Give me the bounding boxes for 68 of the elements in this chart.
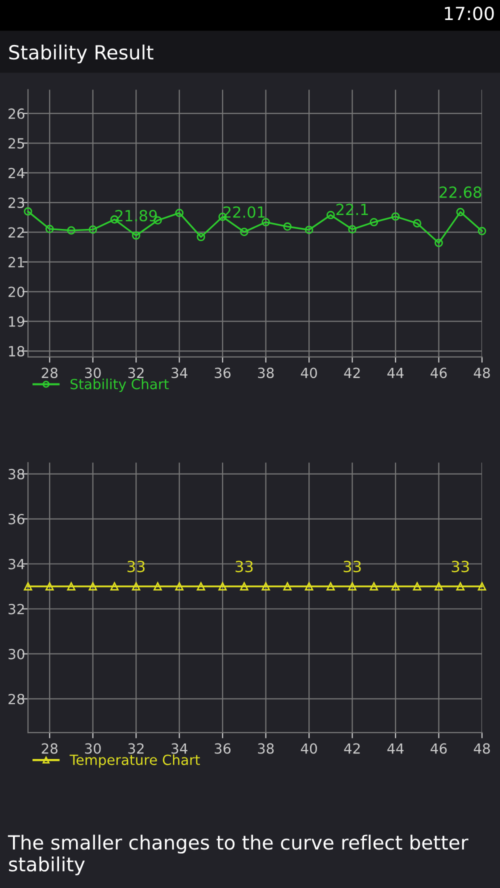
point (283, 222, 292, 231)
x-tick-label: 40 (300, 368, 317, 378)
point (88, 225, 98, 234)
point (412, 219, 422, 228)
y-tick-label: 19 (9, 316, 24, 327)
x-tick-label: 48 (474, 368, 490, 378)
y-tick-label: 32 (8, 604, 24, 614)
x-tick-label: 42 (344, 368, 360, 378)
point (45, 224, 54, 234)
y-tick-label: 34 (8, 558, 24, 570)
point (196, 232, 206, 242)
x-tick-label: 42 (344, 743, 360, 754)
y-tick-label: 18 (9, 346, 24, 357)
chart-title: Stability Result (9, 44, 154, 64)
x-tick-label: 28 (42, 368, 58, 378)
x-tick-label: 36 (214, 368, 231, 378)
data-label: 33 (128, 560, 145, 572)
y-tick-label: 25 (8, 138, 24, 149)
y-tick-label: 23 (8, 198, 24, 208)
data-label: 33 (452, 560, 469, 572)
data-label: 22.68 (440, 186, 482, 198)
x-tick-label: 44 (387, 368, 404, 378)
data-label: 22.1 (336, 204, 368, 215)
point (132, 231, 140, 240)
x-tick-label: 44 (387, 743, 404, 754)
point (434, 238, 443, 248)
x-tick-label: 38 (258, 743, 274, 754)
x-tick-label: 32 (128, 368, 144, 378)
y-tick-label: 38 (8, 468, 24, 480)
data-label: 33 (236, 560, 253, 572)
x-tick-label: 28 (42, 743, 58, 754)
x-tick-label: 32 (128, 743, 144, 754)
point (240, 228, 248, 236)
point (391, 212, 400, 221)
point (478, 226, 486, 236)
y-tick-label: 20 (8, 286, 24, 298)
x-tick-label: 36 (214, 743, 231, 754)
data-label: 22.01 (223, 206, 265, 218)
x-tick-label: 30 (85, 368, 101, 378)
x-tick-label: 48 (474, 743, 490, 754)
y-tick-label: 22 (8, 227, 24, 238)
x-tick-label: 40 (300, 743, 317, 754)
x-tick-label: 34 (172, 743, 188, 754)
text: 17:00 (444, 6, 494, 20)
point (175, 208, 184, 218)
point (262, 218, 270, 226)
x-tick-label: 46 (430, 743, 447, 754)
text: The smaller changes to the curve reflect better stability (8, 834, 468, 876)
point (370, 218, 378, 226)
point (67, 226, 76, 235)
point (456, 208, 465, 216)
point (24, 207, 32, 216)
y-tick-label: 26 (8, 108, 24, 119)
y-tick-label: 24 (8, 168, 24, 178)
y-tick-label: 28 (8, 694, 24, 704)
x-tick-label: 34 (172, 368, 188, 378)
y-tick-label: 30 (8, 648, 24, 660)
legend-label: Temperature Chart (70, 754, 200, 768)
point (348, 225, 356, 234)
point (304, 226, 314, 234)
legend-label: Stability Chart (70, 378, 169, 392)
y-tick-label: 36 (8, 514, 24, 524)
point (326, 210, 335, 220)
x-tick-label: 46 (430, 368, 447, 378)
x-tick-label: 30 (85, 743, 101, 754)
data-label: 33 (344, 560, 361, 572)
y-tick-label: 21 (8, 256, 24, 268)
x-tick-label: 38 (258, 368, 274, 378)
